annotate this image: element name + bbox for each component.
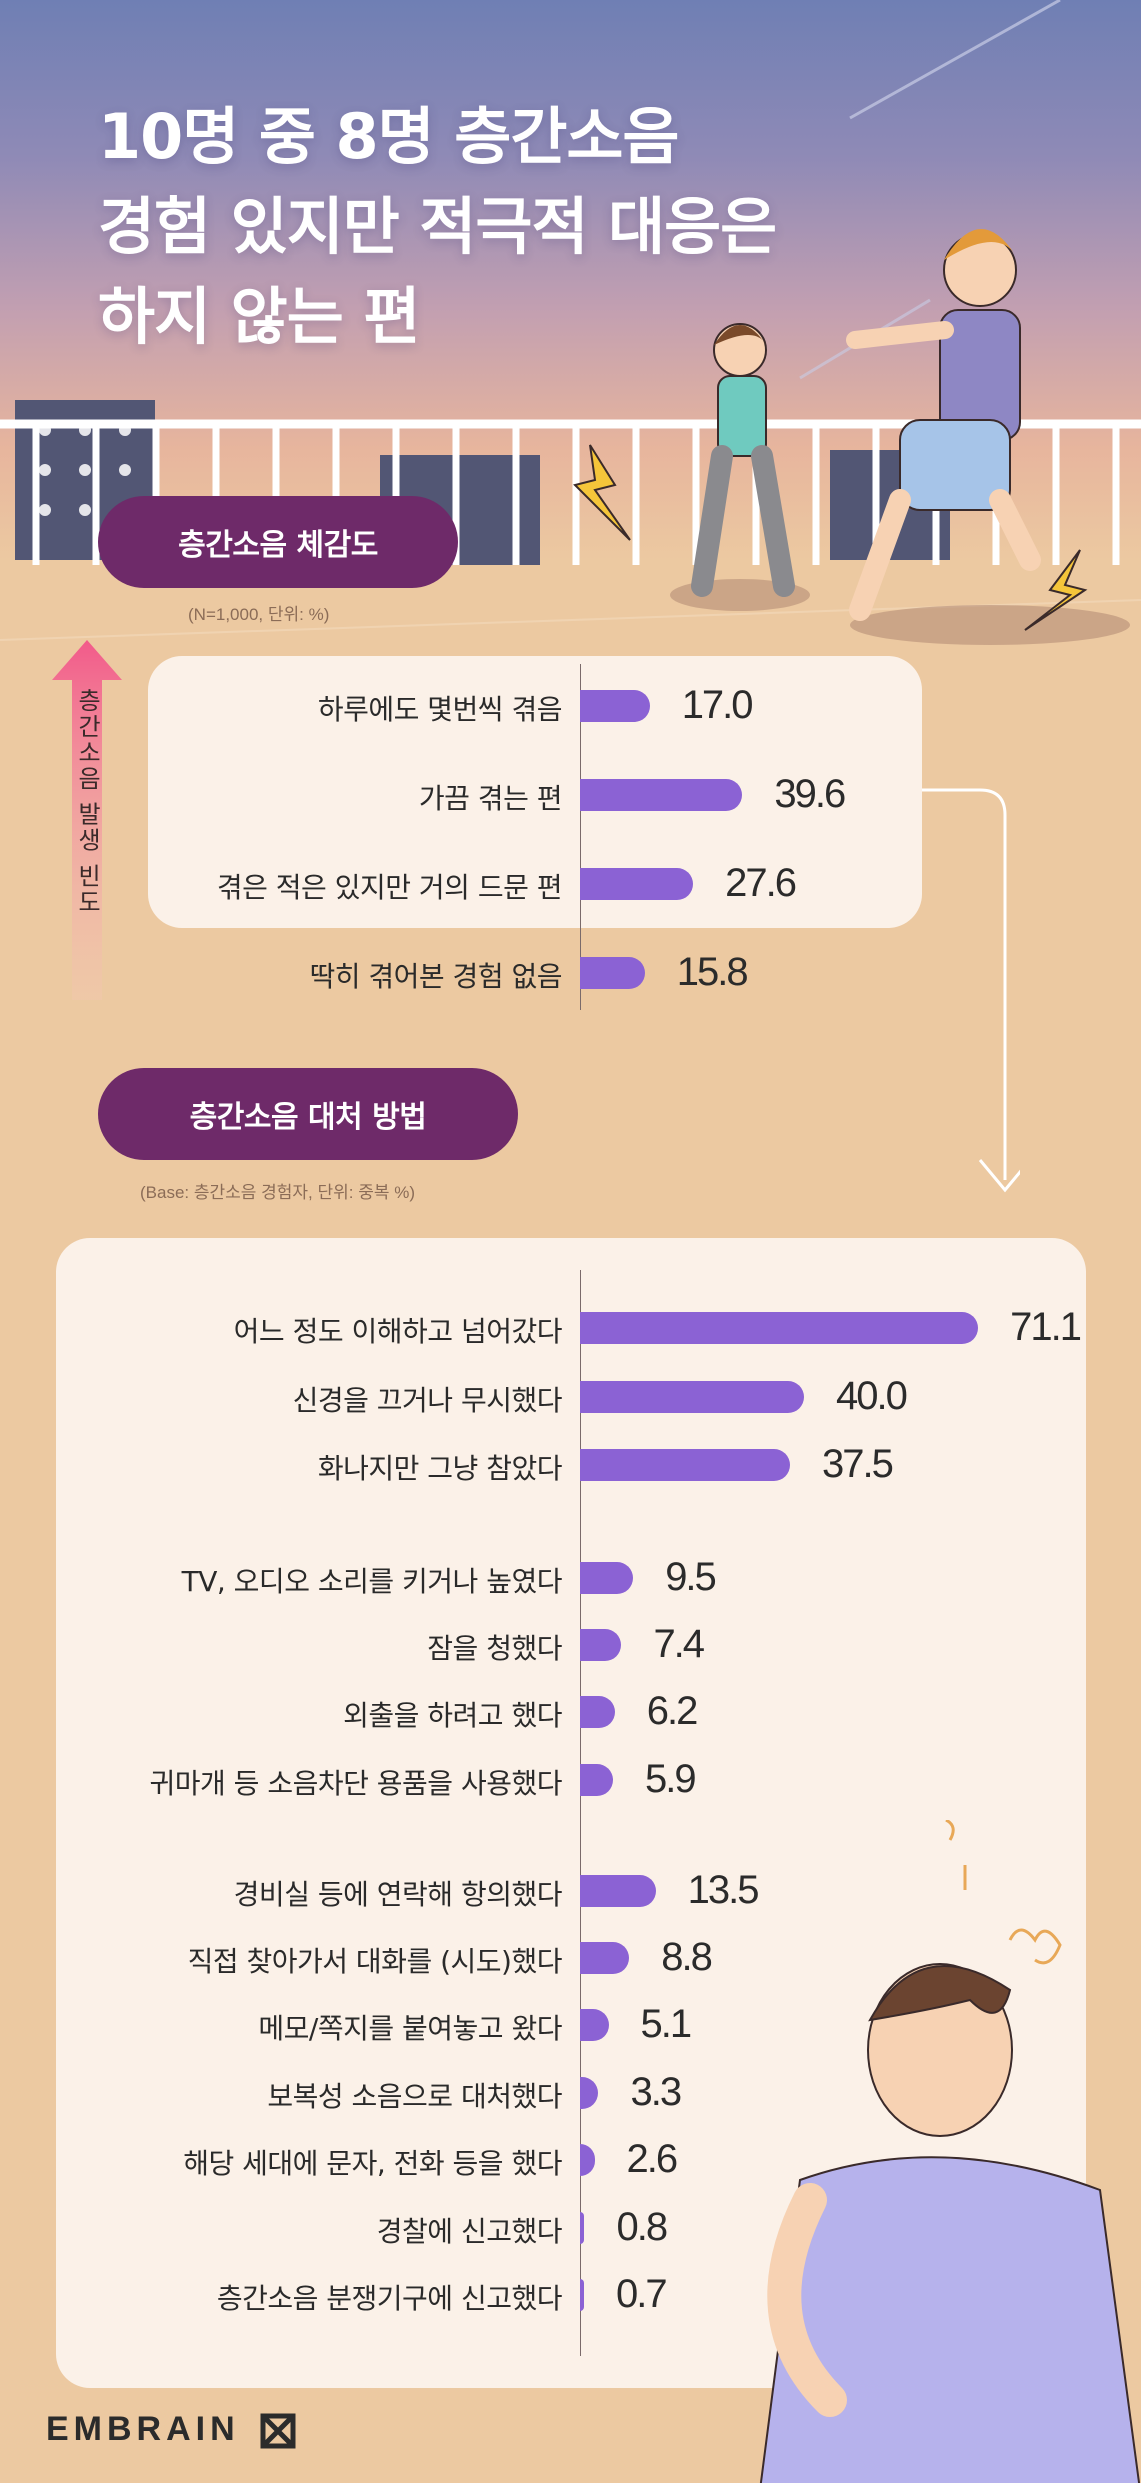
frequency-arrow-icon (52, 640, 122, 1000)
bar-category-label: 가끔 겪는 편 (418, 782, 563, 815)
connector-arrow-icon (922, 788, 1020, 1193)
bar-value-label: 71.1 (1010, 1305, 1082, 1349)
bar (580, 690, 650, 722)
brand-logo: EMBRAIN (46, 2410, 296, 2449)
bar (580, 2077, 599, 2109)
bar-category-label: 메모/쪽지를 붙여놓고 왔다 (258, 2012, 562, 2045)
bar-category-label: 직접 찾아가서 대화를 (시도)했다 (187, 1945, 563, 1978)
bar-category-label: 외출을 하려고 했다 (343, 1699, 562, 1732)
bar-value-label: 39.6 (774, 772, 846, 816)
bar (580, 2212, 585, 2244)
bar-value-label: 40.0 (836, 1374, 908, 1418)
bar (580, 2009, 609, 2041)
bar (580, 1764, 614, 1796)
title-line-3: 하지 않는 편 (98, 280, 420, 353)
section2-note: (Base: 층간소음 경험자, 단위: 중복 %) (140, 1183, 416, 1202)
bar (580, 2279, 584, 2311)
bar (580, 868, 694, 900)
bar-category-label: 귀마개 등 소음차단 용품을 사용했다 (149, 1767, 562, 1800)
section2-pill: 층간소음 대처 방법 (98, 1068, 518, 1160)
bar-category-label: 경찰에 신고했다 (376, 2215, 563, 2248)
bar-category-label: 어느 정도 이해하고 넘어갔다 (233, 1315, 563, 1348)
frequency-axis-label: 층간소음 발생 빈도 (73, 688, 101, 916)
bar-category-label: 겪은 적은 있지만 거의 드문 편 (216, 871, 563, 904)
bar-category-label: 보복성 소음으로 대처했다 (267, 2080, 562, 2113)
chart-awareness: 하루에도 몇번씩 겪음 17.0 가끔 겪는 편 39.6 겪은 적은 있지만 거의 드… (0, 0, 1141, 1010)
bar (580, 1942, 630, 1974)
bar (580, 957, 645, 989)
section1-pill: 층간소음 체감도 (98, 496, 458, 588)
bar-category-label: 딱히 겪어본 경험 없음 (309, 960, 562, 993)
bar-value-label: 9.5 (665, 1555, 717, 1599)
bar-value-label: 3.3 (630, 2070, 682, 2114)
bar-value-label: 37.5 (822, 1442, 894, 1486)
bar-value-label: 17.0 (681, 683, 754, 727)
bar-category-label: 화나지만 그냥 참았다 (317, 1452, 563, 1485)
page-title: 10명 중 8명 층간소음 경험 있지만 적극적 대응은 하지 않는 편 (98, 92, 918, 362)
bar (580, 1696, 615, 1728)
bar (580, 1381, 804, 1413)
bar-category-label: 해당 세대에 문자, 전화 등을 했다 (183, 2147, 562, 2180)
bar-category-label: 경비실 등에 연락해 항의했다 (233, 1878, 563, 1911)
bar (580, 1629, 622, 1661)
bar-value-label: 0.8 (616, 2205, 668, 2249)
bar-value-label: 15.8 (676, 950, 749, 994)
bar-value-label: 2.6 (626, 2137, 679, 2181)
chart-axis-line (580, 1270, 581, 2356)
title-line-1: 10명 중 8명 층간소음 (98, 100, 679, 173)
brand-name: EMBRAIN (46, 2410, 240, 2448)
title-line-2: 경험 있지만 적극적 대응은 (98, 190, 777, 263)
bar (580, 1449, 790, 1481)
bar-value-label: 5.9 (645, 1757, 697, 1801)
bar-category-label: 하루에도 몇번씩 겪음 (317, 693, 563, 726)
bar (580, 1562, 634, 1594)
bar (580, 1875, 656, 1907)
chart-axis-line (580, 664, 581, 1010)
brand-mark-icon (260, 2413, 296, 2449)
bar-value-label: 13.5 (687, 1868, 760, 1912)
bar-category-label: 층간소음 분쟁기구에 신고했다 (216, 2282, 563, 2315)
section1-note: (N=1,000, 단위: %) (188, 605, 330, 624)
bar-value-label: 5.1 (640, 2002, 693, 2046)
bar-category-label: 잠을 청했다 (427, 1632, 562, 1665)
bar (580, 2144, 595, 2176)
bar-value-label: 6.2 (646, 1689, 699, 1733)
bar (580, 779, 743, 811)
bar-value-label: 7.4 (653, 1622, 705, 1666)
section1-panel (148, 656, 922, 928)
bar (580, 1312, 979, 1344)
man-illustration (759, 1820, 1141, 2483)
bar-value-label: 0.7 (616, 2272, 668, 2316)
bar-value-label: 27.6 (725, 861, 797, 905)
bar-category-label: 신경을 끄거나 무시했다 (292, 1384, 563, 1417)
scenery-illustration (0, 0, 1141, 645)
bar-value-label: 8.8 (661, 1935, 713, 1979)
bar-category-label: TV, 오디오 소리를 키거나 높였다 (181, 1565, 563, 1598)
